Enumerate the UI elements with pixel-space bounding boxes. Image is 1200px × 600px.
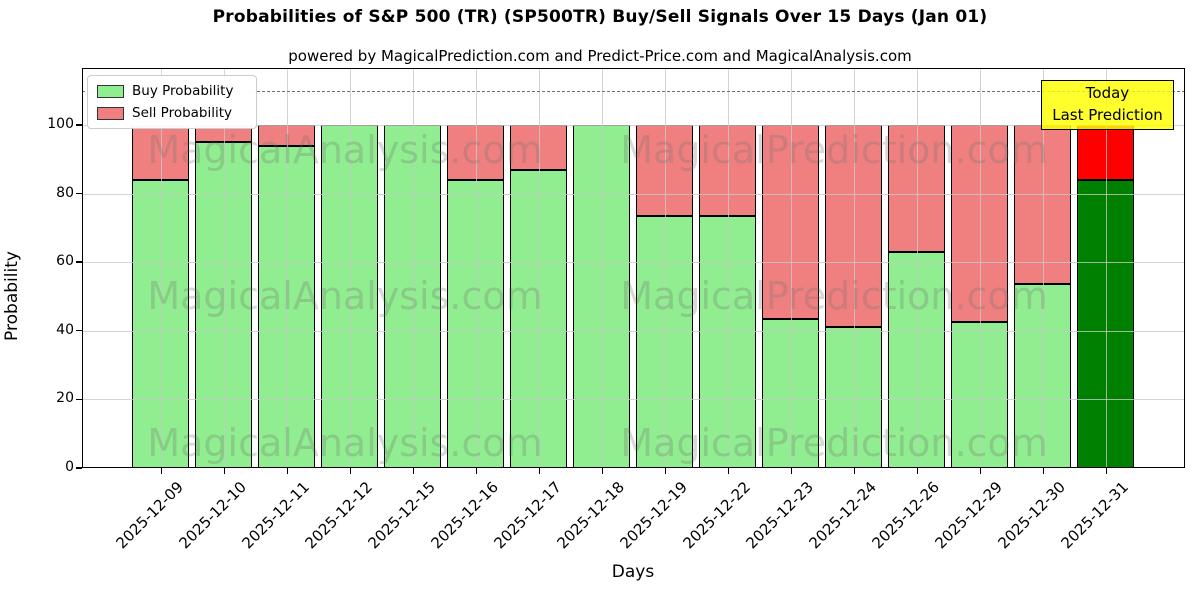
- bar-segment-buy: [762, 318, 819, 468]
- legend-swatch-buy: [97, 84, 124, 98]
- y-tick-label: 100: [47, 115, 74, 132]
- bar-segment-buy: [1077, 179, 1134, 468]
- bar-segment-buy: [321, 124, 378, 468]
- x-axis-label: Days: [611, 562, 655, 582]
- x-tick-mark: [790, 468, 792, 474]
- annotation-line-1: Today: [1085, 84, 1130, 103]
- bar-segment-buy: [825, 327, 882, 468]
- x-tick-mark: [1105, 468, 1107, 474]
- x-tick-label: 2025-12-15: [364, 478, 440, 553]
- bar-segment-buy: [636, 215, 693, 468]
- x-tick-mark: [349, 468, 351, 474]
- y-tick-mark: [76, 192, 82, 195]
- bar-segment-buy: [132, 179, 189, 468]
- bar-segment-buy: [447, 179, 504, 468]
- legend: Buy Probability Sell Probability: [87, 75, 257, 129]
- x-tick-label: 2025-12-17: [490, 478, 566, 553]
- y-tick-label: 40: [56, 321, 74, 338]
- x-tick-mark: [1042, 468, 1044, 474]
- x-tick-mark: [664, 468, 666, 474]
- bar-segment-sell: [699, 124, 756, 216]
- bar-segment-sell: [1077, 124, 1134, 180]
- x-tick-mark: [727, 468, 729, 474]
- x-tick-label: 2025-12-23: [742, 478, 818, 553]
- x-tick-label: 2025-12-11: [238, 478, 314, 553]
- bar-segment-sell: [825, 124, 882, 328]
- x-tick-mark: [916, 468, 918, 474]
- y-tick-label: 0: [65, 459, 74, 475]
- x-tick-label: 2025-12-31: [1057, 478, 1133, 553]
- legend-item-buy: Buy Probability: [97, 83, 247, 99]
- y-axis-label: Probability: [2, 251, 22, 341]
- bar-segment-buy: [384, 124, 441, 468]
- y-tick-mark: [76, 330, 82, 332]
- y-tick-label: 80: [56, 184, 74, 201]
- x-tick-mark: [538, 468, 540, 474]
- x-tick-label: 2025-12-19: [616, 478, 692, 553]
- x-tick-mark: [601, 468, 603, 474]
- bar-segment-buy: [510, 169, 567, 468]
- x-tick-label: 2025-12-30: [994, 478, 1070, 553]
- y-tick-mark: [76, 467, 82, 469]
- x-tick-mark: [412, 468, 414, 474]
- x-tick-mark: [286, 468, 288, 474]
- x-tick-mark: [853, 468, 855, 474]
- bar-segment-sell: [951, 124, 1008, 323]
- bar-segment-buy: [195, 142, 252, 468]
- bar-segment-sell: [510, 124, 567, 170]
- x-tick-mark: [475, 468, 477, 474]
- x-tick-label: 2025-12-22: [679, 478, 755, 553]
- annotation-line-2: Last Prediction: [1052, 106, 1163, 124]
- chart-title: Probabilities of S&P 500 (TR) (SP500TR) …: [212, 7, 988, 27]
- bar-segment-buy: [258, 145, 315, 468]
- y-tick-mark: [76, 398, 82, 401]
- bar-segment-sell: [762, 124, 819, 319]
- bar-segment-buy: [699, 215, 756, 468]
- bar-segment-sell: [1014, 124, 1071, 285]
- y-tick-mark: [76, 124, 82, 126]
- x-tick-label: 2025-12-09: [112, 478, 188, 553]
- x-tick-label: 2025-12-24: [805, 478, 881, 553]
- legend-label-sell: Sell Probability: [132, 105, 233, 121]
- bar-segment-buy: [1014, 284, 1071, 468]
- y-tick-mark: [76, 261, 82, 263]
- bar-segment-buy: [951, 322, 1008, 468]
- today-annotation-box: Today Last Prediction: [1041, 80, 1174, 130]
- x-tick-label: 2025-12-16: [427, 478, 503, 553]
- x-tick-label: 2025-12-29: [931, 478, 1007, 553]
- legend-swatch-sell: [97, 106, 124, 120]
- bar-segment-buy: [888, 251, 945, 468]
- bar-segment-sell: [132, 124, 189, 180]
- x-tick-mark: [979, 468, 981, 474]
- bar-segment-sell: [636, 124, 693, 216]
- legend-label-buy: Buy Probability: [132, 83, 234, 99]
- y-tick-label: 60: [56, 253, 74, 270]
- bar-segment-buy: [573, 124, 630, 468]
- y-tick-label: 20: [56, 390, 74, 407]
- x-tick-label: 2025-12-12: [301, 478, 377, 553]
- x-tick-mark: [223, 468, 225, 474]
- legend-item-sell: Sell Probability: [97, 105, 247, 121]
- x-tick-mark: [160, 468, 162, 474]
- bar-segment-sell: [447, 124, 504, 180]
- chart-subtitle: powered by MagicalPrediction.com and Pre…: [288, 47, 912, 65]
- x-tick-label: 2025-12-26: [868, 478, 944, 553]
- x-tick-label: 2025-12-10: [175, 478, 251, 553]
- bar-segment-sell: [888, 124, 945, 252]
- x-tick-label: 2025-12-18: [553, 478, 629, 553]
- bar-segment-sell: [258, 124, 315, 146]
